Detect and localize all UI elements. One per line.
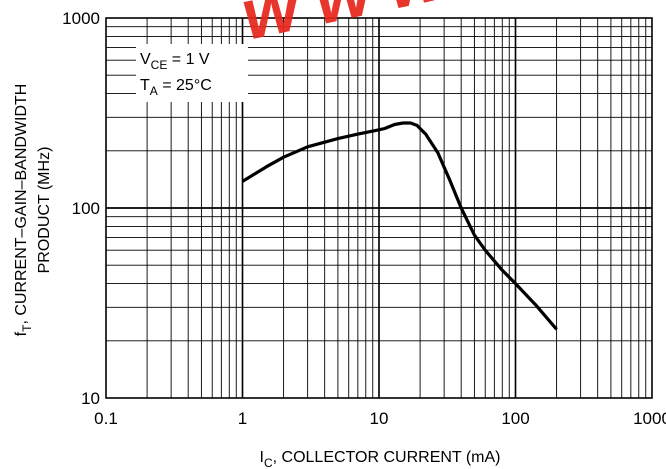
- x-tick-label: 1: [238, 409, 247, 428]
- x-tick-label: 10: [370, 409, 389, 428]
- y-axis-label: fT, CURRENT–GAIN–BANDWIDTH PRODUCT (MHz): [13, 84, 53, 337]
- condition-ta: TA = 25°C: [140, 77, 212, 98]
- series-line: [241, 121, 558, 331]
- x-tick-labels: 0.1 1 10 100 1000: [94, 409, 666, 428]
- y-tick-labels: 10 100 1000: [62, 9, 100, 408]
- x-tick-label: 0.1: [94, 409, 118, 428]
- y-axis-label-line2: PRODUCT (MHz): [36, 147, 53, 274]
- x-tick-label: 1000: [633, 409, 666, 428]
- y-tick-label: 10: [81, 389, 100, 408]
- y-tick-label: 1000: [62, 9, 100, 28]
- x-axis-label: IC, COLLECTOR CURRENT (mA): [260, 449, 501, 469]
- plot-frame: [105, 17, 653, 399]
- y-tick-label: 100: [72, 199, 100, 218]
- conditions-background: [136, 44, 248, 102]
- series-layer: [241, 121, 558, 331]
- x-tick-label: 100: [501, 409, 529, 428]
- condition-vce: VCE = 1 V: [140, 51, 210, 72]
- y-axis-label-line1: fT, CURRENT–GAIN–BANDWIDTH: [13, 84, 34, 337]
- conditions-box: VCE = 1 V TA = 25°C: [136, 44, 248, 102]
